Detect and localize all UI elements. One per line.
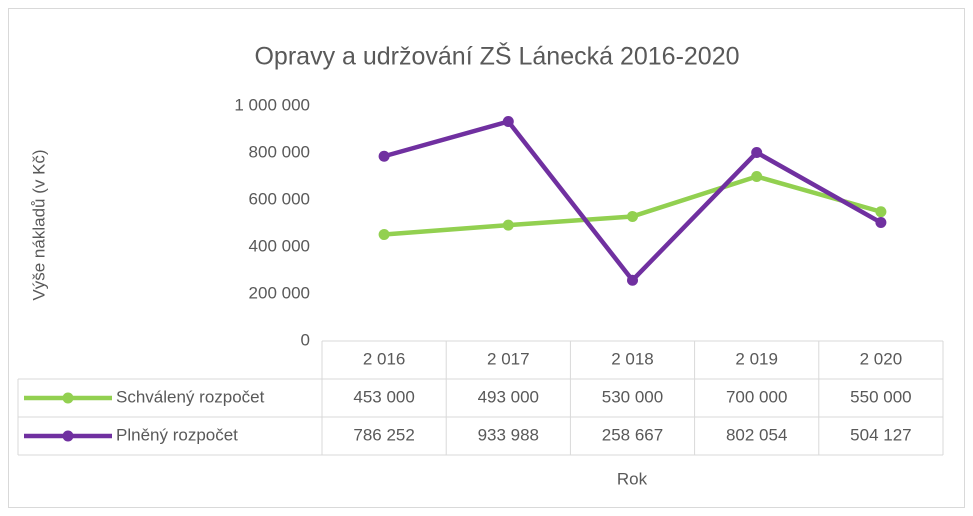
point [627, 210, 638, 222]
point [378, 150, 390, 162]
table-value: 453 000 [353, 387, 414, 406]
chart-title: Opravy a udržování ZŠ Lánecká 2016-2020 [254, 42, 739, 71]
legend-label: Schválený rozpočet [116, 387, 265, 406]
point [502, 116, 514, 128]
point [627, 274, 638, 286]
x-axis-label: Rok [617, 469, 648, 488]
y-tick-label: 600 000 [249, 189, 310, 208]
point [875, 206, 887, 218]
point [378, 229, 390, 241]
table-value: 933 988 [478, 425, 539, 444]
x-tick-label: 2 020 [860, 349, 903, 368]
legend-label: Plněný rozpočet [116, 425, 238, 444]
chart-border [8, 8, 965, 508]
y-axis-label: Výše nákladů (v Kč) [29, 149, 48, 300]
table-value: 258 667 [602, 425, 663, 444]
table-value: 802 054 [726, 425, 787, 444]
x-tick-label: 2 019 [735, 349, 778, 368]
table-value: 493 000 [478, 387, 539, 406]
y-tick-label: 200 000 [249, 283, 310, 302]
point [751, 171, 763, 182]
table-value: 786 252 [353, 425, 414, 444]
table-value: 700 000 [726, 387, 787, 406]
x-tick-label: 2 017 [487, 349, 530, 368]
x-tick-label: 2 018 [611, 349, 654, 368]
y-tick-label: 1 000 000 [234, 95, 310, 114]
point [502, 219, 514, 231]
y-tick-label: 800 000 [249, 142, 310, 161]
legend-marker [62, 392, 74, 404]
table-value: 550 000 [850, 387, 911, 406]
table-value: 504 127 [850, 425, 911, 444]
y-tick-label: 0 [301, 330, 310, 349]
x-tick-label: 2 016 [363, 349, 406, 368]
y-tick-label: 400 000 [249, 236, 310, 255]
point [751, 147, 763, 159]
legend-marker [62, 430, 74, 442]
point [875, 217, 887, 229]
table-value: 530 000 [602, 387, 663, 406]
